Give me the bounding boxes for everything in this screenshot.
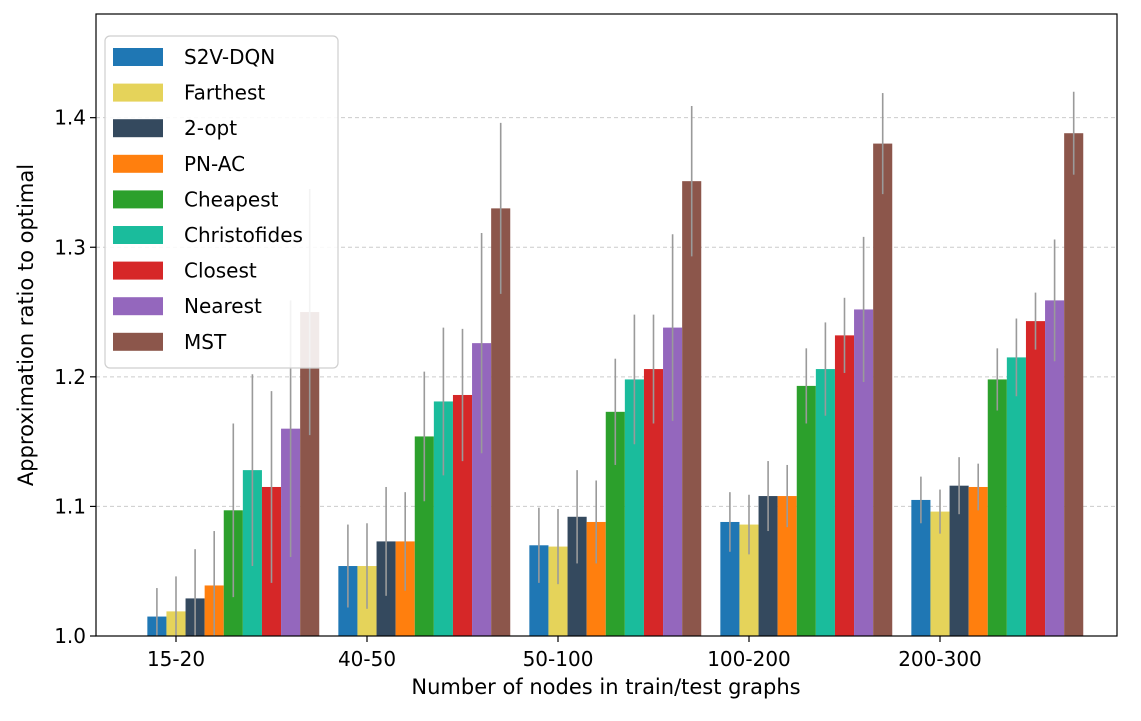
legend-label: S2V-DQN [184, 45, 275, 69]
bar [949, 485, 969, 636]
legend-label: Cheapest [184, 187, 279, 211]
bar [930, 511, 950, 636]
bar [1006, 357, 1026, 636]
y-tick-label: 1.0 [54, 624, 86, 648]
legend: S2V-DQN Farthest 2-opt PN-AC Cheapest Christo… [104, 35, 339, 369]
y-axis: 1.0 1.1 1.2 1.3 1.4 [54, 106, 96, 648]
legend-swatch [113, 226, 163, 244]
x-tick-label: 50-100 [523, 647, 594, 671]
bar [624, 379, 644, 636]
legend-label: Closest [184, 259, 257, 283]
plot-frame [95, 13, 1118, 637]
legend-swatch [113, 190, 163, 209]
legend-label: 2-opt [184, 116, 237, 140]
bar [605, 411, 625, 636]
bar [682, 181, 702, 636]
bar [739, 524, 759, 636]
bar [968, 486, 988, 636]
bar [414, 436, 434, 636]
bar [472, 343, 492, 636]
bar [491, 208, 511, 636]
x-tick-label: 100-200 [707, 647, 791, 671]
legend-box [104, 35, 339, 369]
bar [720, 521, 740, 636]
y-tick-label: 1.3 [54, 235, 86, 259]
x-tick-label: 15-20 [147, 647, 205, 671]
legend-swatch [113, 154, 163, 173]
bar [911, 499, 931, 636]
y-tick-label: 1.1 [54, 494, 86, 518]
legend-label: Christofides [184, 223, 303, 247]
bar [758, 496, 778, 636]
legend-swatch [113, 48, 163, 66]
bar [433, 401, 453, 636]
legend-swatch [113, 83, 163, 102]
bar [815, 369, 835, 636]
bar [452, 394, 473, 636]
legend-swatch [113, 297, 163, 316]
legend-swatch [113, 261, 163, 280]
legend-label: Farthest [184, 81, 265, 105]
bar [300, 312, 320, 636]
bar [777, 496, 797, 636]
error-bars-layer [156, 91, 1075, 636]
bar [567, 516, 587, 636]
x-tick-label: 40-50 [338, 647, 396, 671]
bar [987, 379, 1007, 636]
bar [1064, 133, 1084, 636]
x-tick-label: 200-300 [898, 647, 982, 671]
bar [663, 327, 683, 636]
bar [873, 143, 893, 637]
bar [854, 309, 874, 636]
legend-swatch [113, 332, 163, 351]
bar [643, 369, 664, 636]
y-tick-label: 1.2 [54, 365, 86, 389]
y-axis-label: Approximation ratio to optimal [14, 164, 38, 486]
bar [1025, 321, 1046, 636]
bar [548, 546, 568, 636]
bar [796, 385, 816, 636]
x-axis-label: Number of nodes in train/test graphs [411, 675, 800, 699]
legend-label: MST [184, 330, 227, 354]
legend-label: PN-AC [184, 152, 245, 176]
bar [834, 335, 855, 636]
bar [1045, 300, 1065, 636]
bar [586, 521, 606, 636]
legend-label: Nearest [184, 294, 262, 318]
y-tick-label: 1.4 [54, 106, 86, 130]
x-axis: 15-20 40-50 50-100 100-200 200-300 [147, 636, 982, 671]
legend-swatch [113, 119, 163, 138]
bar [529, 545, 549, 636]
